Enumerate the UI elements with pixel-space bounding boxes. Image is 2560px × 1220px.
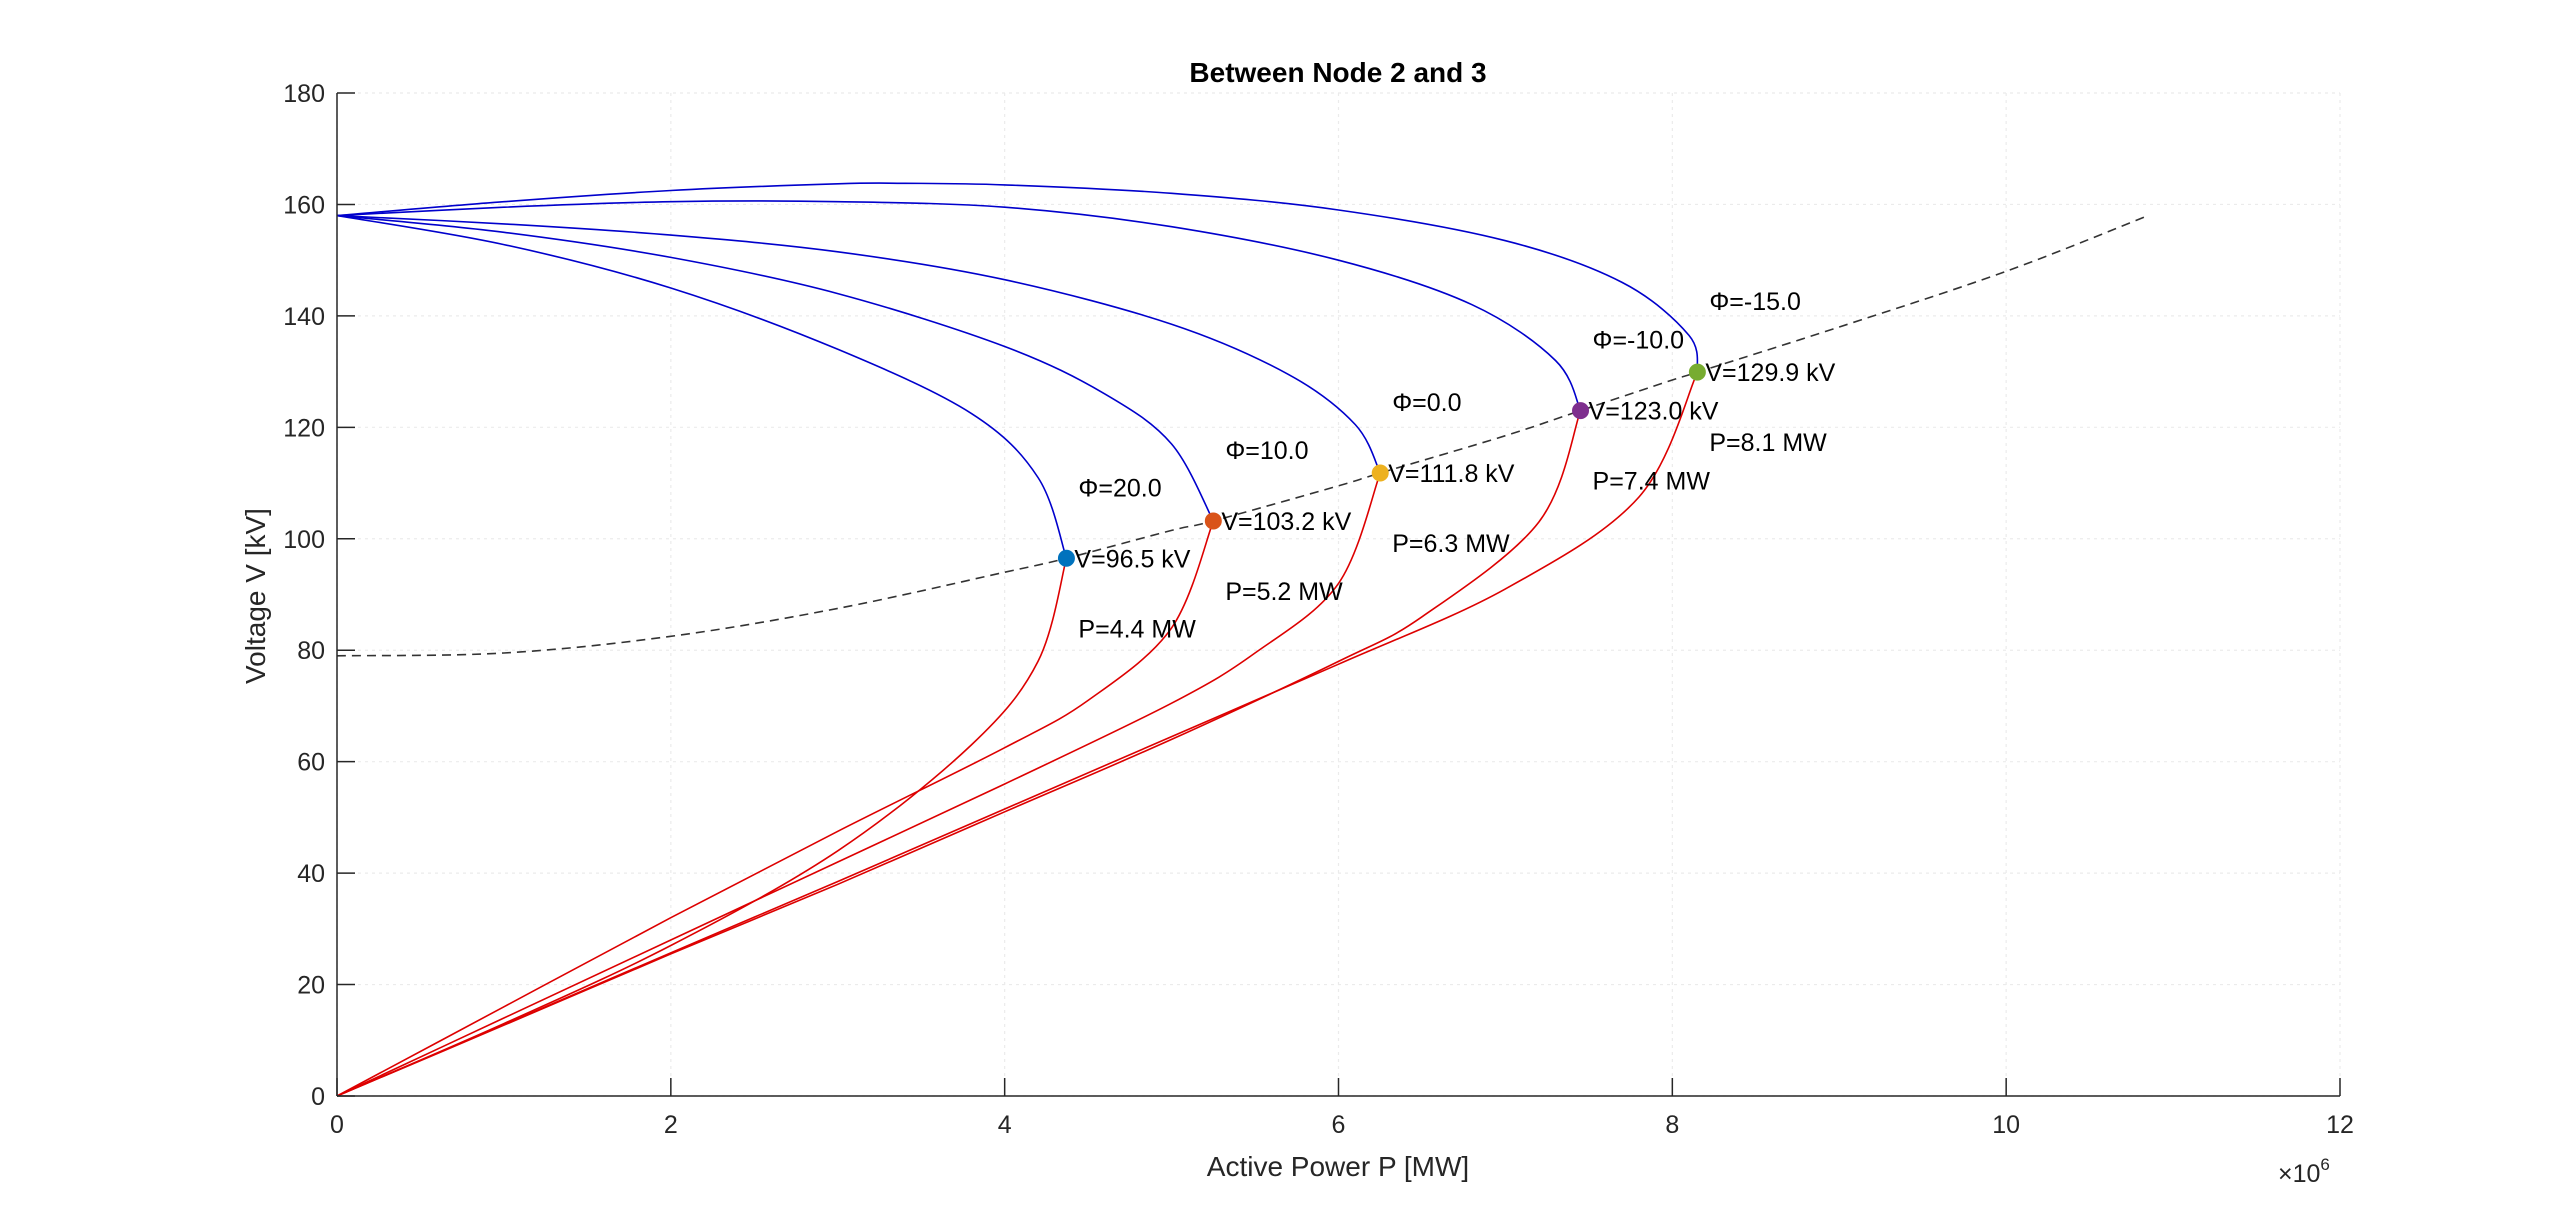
phi-label: Φ=10.0 <box>1225 437 1308 465</box>
upper-branch-curve <box>336 214 1381 474</box>
upper-branch-curve <box>336 200 1582 411</box>
voltage-label: V=96.5 kV <box>1074 545 1190 573</box>
y-tick-label: 100 <box>283 526 325 554</box>
max-power-locus-line <box>336 214 2149 657</box>
upper-branch-curve <box>336 182 1699 373</box>
y-tick-label: 80 <box>297 637 325 665</box>
x-tick-label: 10 <box>1992 1111 2020 1139</box>
nose-point-marker <box>1204 512 1222 530</box>
curve-layer <box>336 182 2149 1097</box>
x-axis-exponent-power: 6 <box>2320 1155 2329 1174</box>
nose-point-marker <box>1572 402 1590 420</box>
phi-label: Φ=-15.0 <box>1709 288 1801 316</box>
nose-point-marker <box>1371 464 1389 482</box>
nose-point-marker <box>1057 549 1075 567</box>
upper-branch-curve <box>336 214 1068 559</box>
x-tick-label: 12 <box>2326 1111 2354 1139</box>
y-tick-label: 140 <box>283 303 325 331</box>
voltage-label: V=129.9 kV <box>1705 359 1835 387</box>
y-tick-label: 20 <box>297 972 325 1000</box>
y-tick-label: 40 <box>297 860 325 888</box>
phi-label: Φ=0.0 <box>1392 389 1461 417</box>
x-tick-label: 6 <box>1332 1111 1346 1139</box>
y-tick-label: 160 <box>283 191 325 219</box>
marker-layer <box>1057 363 1706 567</box>
x-tick-label: 0 <box>330 1111 344 1139</box>
power-label: P=6.3 MW <box>1392 530 1510 558</box>
x-tick-label: 8 <box>1665 1111 1679 1139</box>
power-label: P=5.2 MW <box>1225 578 1343 606</box>
voltage-label: V=111.8 kV <box>1388 460 1515 488</box>
x-axis-exponent: ×106 <box>2278 1155 2330 1188</box>
lower-branch-curve <box>336 371 1699 1097</box>
x-axis-exponent-base: ×10 <box>2278 1160 2320 1188</box>
y-tick-label: 0 <box>311 1083 325 1111</box>
y-tick-label: 120 <box>283 414 325 442</box>
label-layer: Φ=20.0 V=96.5 kV P=4.4 MW Φ=10.0 V=103.2 kV P… <box>1074 288 1835 643</box>
phi-label: Φ=20.0 <box>1078 474 1161 502</box>
y-tick-label: 60 <box>297 749 325 777</box>
x-tick-label: 2 <box>664 1111 678 1139</box>
voltage-label: V=103.2 kV <box>1221 508 1351 536</box>
chart-title: Between Node 2 and 3 <box>1189 57 1486 88</box>
lower-branch-curve <box>336 472 1381 1097</box>
upper-branch-curve <box>336 214 1215 522</box>
power-label: P=7.4 MW <box>1593 468 1711 496</box>
nose-point-marker <box>1688 363 1706 381</box>
voltage-label: V=123.0 kV <box>1589 398 1719 426</box>
phi-label: Φ=-10.0 <box>1593 327 1685 355</box>
power-label: P=4.4 MW <box>1078 615 1196 643</box>
y-tick-label: 180 <box>283 80 325 108</box>
lower-branch-curve <box>336 520 1215 1097</box>
x-tick-label: 4 <box>998 1111 1012 1139</box>
power-label: P=8.1 MW <box>1709 429 1827 457</box>
x-axis-title: Active Power P [MW] <box>1207 1151 1469 1182</box>
lower-branch-curve <box>336 558 1068 1097</box>
y-axis-title: Voltage V [kV] <box>240 508 271 684</box>
